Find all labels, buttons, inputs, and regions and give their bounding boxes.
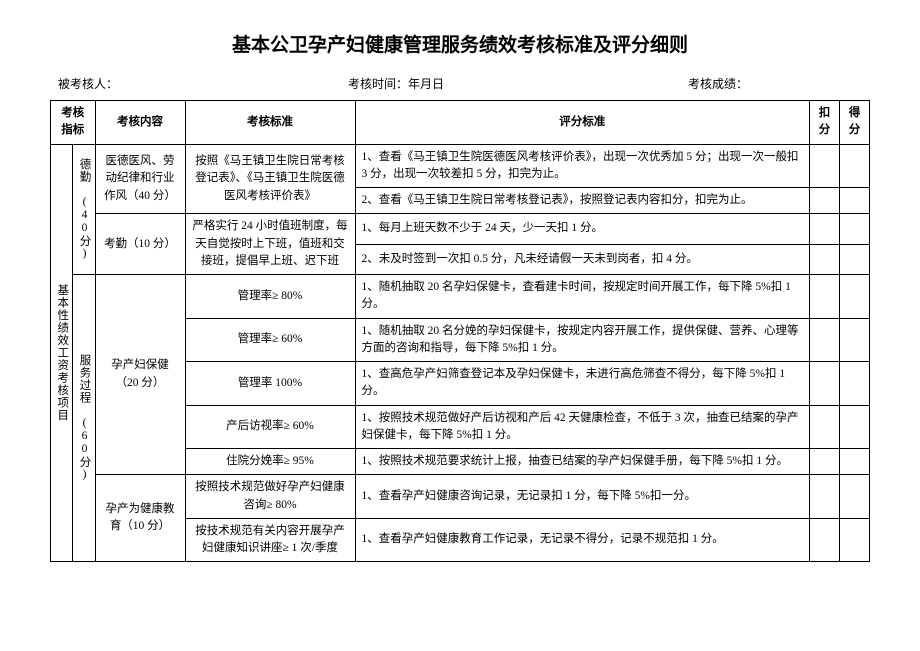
score-cell — [840, 362, 870, 406]
criteria-cell: 1、按照技术规范要求统计上报，抽查已结案的孕产妇保健手册，每下降 5%扣 1 分… — [355, 449, 810, 475]
score-cell — [840, 449, 870, 475]
deduct-cell — [810, 244, 840, 274]
score-cell — [840, 214, 870, 244]
header-content: 考核内容 — [95, 101, 185, 145]
deduct-cell — [810, 275, 840, 319]
deduct-cell — [810, 188, 840, 214]
header-standard: 考核标准 — [185, 101, 355, 145]
page-title: 基本公卫孕产妇健康管理服务绩效考核标准及评分细则 — [50, 30, 870, 57]
deduct-cell — [810, 318, 840, 362]
content-cell: 考勤（10 分） — [95, 214, 185, 275]
standard-cell: 管理率 100% — [185, 362, 355, 406]
criteria-cell: 1、查看《马王镇卫生院医德医风考核评价表》，出现一次优秀加 5 分；出现一次一般… — [355, 144, 810, 188]
table-row: 孕产为健康教育（10 分） 按照技术规范做好孕产妇健康咨询≥ 80% 1、查看孕… — [51, 475, 870, 519]
score-cell — [840, 475, 870, 519]
criteria-cell: 2、未及时签到一次扣 0.5 分，凡未经请假一天未到岗者，扣 4 分。 — [355, 244, 810, 274]
criteria-cell: 1、查看孕产妇健康教育工作记录，无记录不得分，记录不规范扣 1 分。 — [355, 518, 810, 562]
criteria-cell: 2、查看《马王镇卫生院日常考核登记表》，按照登记表内容扣分，扣完为止。 — [355, 188, 810, 214]
standard-cell: 严格实行 24 小时值班制度，每天自觉按时上下班，值班和交接班，提倡早上班、迟下… — [185, 214, 355, 275]
score-cell — [840, 275, 870, 319]
score-cell — [840, 188, 870, 214]
score-cell — [840, 518, 870, 562]
deduct-cell — [810, 475, 840, 519]
content-cell: 孕产为健康教育（10 分） — [95, 475, 185, 562]
table-header: 考核指标 考核内容 考核标准 评分标准 扣分 得分 — [51, 101, 870, 145]
score-cell — [840, 144, 870, 188]
standard-cell: 按照《马王镇卫生院日常考核登记表》、《马王镇卫生院医德医风考核评价表》 — [185, 144, 355, 214]
score-cell — [840, 244, 870, 274]
deduct-cell — [810, 405, 840, 449]
deduct-cell — [810, 518, 840, 562]
header-criteria: 评分标准 — [355, 101, 810, 145]
assessee-label: 被考核人： — [58, 75, 348, 92]
meta-row: 被考核人： 考核时间：年月日 考核成绩： — [50, 75, 870, 92]
criteria-cell: 1、查看孕产妇健康咨询记录，无记录扣 1 分，每下降 5%扣一分。 — [355, 475, 810, 519]
score-cell — [840, 405, 870, 449]
deduct-cell — [810, 214, 840, 244]
header-deduct: 扣分 — [810, 101, 840, 145]
standard-cell: 管理率≥ 80% — [185, 275, 355, 319]
standard-cell: 管理率≥ 60% — [185, 318, 355, 362]
time-label: 考核时间：年月日 — [348, 75, 688, 92]
standard-cell: 按技术规范有关内容开展孕产妇健康知识讲座≥ 1 次/季度 — [185, 518, 355, 562]
criteria-cell: 1、随机抽取 20 名分娩的孕妇保健卡，按规定内容开展工作，提供保健、营养、心理… — [355, 318, 810, 362]
criteria-cell: 1、按照技术规范做好产后访视和产后 42 天健康检查，不低于 3 次，抽查已结案… — [355, 405, 810, 449]
sidebar-main: 基本性绩效工资考核项目 — [51, 144, 73, 562]
score-cell — [840, 318, 870, 362]
table-row: 考勤（10 分） 严格实行 24 小时值班制度，每天自觉按时上下班，值班和交接班… — [51, 214, 870, 244]
assessment-table: 考核指标 考核内容 考核标准 评分标准 扣分 得分 基本性绩效工资考核项目 德勤… — [50, 100, 870, 562]
criteria-cell: 1、随机抽取 20 名孕妇保健卡，查看建卡时间，按规定时间开展工作，每下降 5%… — [355, 275, 810, 319]
table-row: 服务过程 (60分) 孕产妇保健（20 分） 管理率≥ 80% 1、随机抽取 2… — [51, 275, 870, 319]
sidebar-group2: 服务过程 (60分) — [73, 275, 95, 562]
content-cell: 孕产妇保健（20 分） — [95, 275, 185, 475]
score-label: 考核成绩： — [688, 75, 862, 92]
content-cell: 医德医风、劳动纪律和行业作风（40 分） — [95, 144, 185, 214]
standard-cell: 按照技术规范做好孕产妇健康咨询≥ 80% — [185, 475, 355, 519]
deduct-cell — [810, 144, 840, 188]
criteria-cell: 1、每月上班天数不少于 24 天，少一天扣 1 分。 — [355, 214, 810, 244]
deduct-cell — [810, 362, 840, 406]
standard-cell: 产后访视率≥ 60% — [185, 405, 355, 449]
sidebar-group1: 德勤 (40分) — [73, 144, 95, 275]
criteria-cell: 1、查高危孕产妇筛查登记本及孕妇保健卡，未进行高危筛查不得分，每下降 5%扣 1… — [355, 362, 810, 406]
header-score: 得分 — [840, 101, 870, 145]
header-indicator: 考核指标 — [51, 101, 96, 145]
table-row: 基本性绩效工资考核项目 德勤 (40分) 医德医风、劳动纪律和行业作风（40 分… — [51, 144, 870, 188]
deduct-cell — [810, 449, 840, 475]
standard-cell: 住院分娩率≥ 95% — [185, 449, 355, 475]
